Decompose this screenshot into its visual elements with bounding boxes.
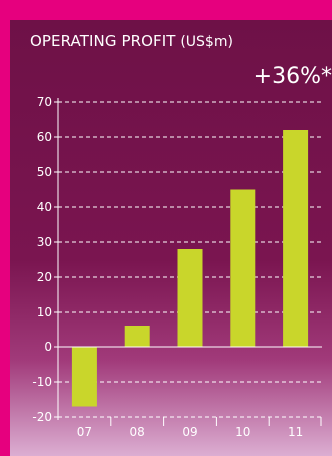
bars xyxy=(71,130,309,407)
x-tick-label: 10 xyxy=(235,425,250,439)
y-tick-label: 30 xyxy=(37,235,52,249)
y-tick-label: 50 xyxy=(37,165,52,179)
x-axis-tick-labels: 07 08 09 10 11 xyxy=(77,417,322,439)
axes xyxy=(57,98,322,420)
bar xyxy=(177,249,203,347)
bar xyxy=(230,189,256,347)
title-text: OPERATING PROFIT xyxy=(30,32,176,50)
x-tick-label: 07 xyxy=(77,425,92,439)
bar xyxy=(124,326,150,347)
y-tick-label: 0 xyxy=(44,340,52,354)
bar xyxy=(283,130,309,347)
y-tick-label: 20 xyxy=(37,270,52,284)
growth-figure: +36%* xyxy=(253,64,332,89)
y-tick-label: 60 xyxy=(37,130,52,144)
bar xyxy=(71,347,97,407)
chart-panel: OPERATING PROFIT (US$m) +36%* xyxy=(10,20,332,456)
y-tick-label: 40 xyxy=(37,200,52,214)
y-tick-label: -20 xyxy=(32,410,52,424)
y-axis-tick-labels: 70 60 50 40 30 20 10 0 -10 -20 xyxy=(32,95,58,424)
unit-text: (US$m) xyxy=(180,34,233,50)
y-tick-label: 10 xyxy=(37,305,52,319)
x-tick-label: 08 xyxy=(130,425,145,439)
y-tick-label: -10 xyxy=(32,375,52,389)
y-tick-label: 70 xyxy=(37,95,52,109)
gridlines xyxy=(58,101,322,418)
x-tick-label: 11 xyxy=(288,425,303,439)
chart-title: OPERATING PROFIT (US$m) xyxy=(30,32,233,51)
x-tick-label: 09 xyxy=(182,425,197,439)
